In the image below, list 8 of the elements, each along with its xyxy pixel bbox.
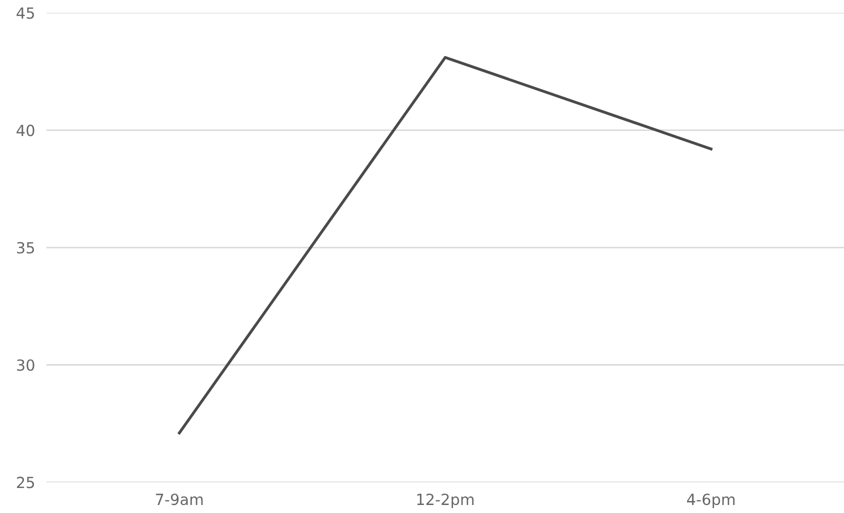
y-tick-label: 30 bbox=[17, 359, 34, 371]
x-tick-label: 7-9am bbox=[156, 494, 203, 506]
y-tick-label: 45 bbox=[16, 7, 34, 19]
y-tick-label: 40 bbox=[16, 124, 34, 136]
x-tick-label: 12-2pm bbox=[417, 494, 474, 508]
y-tick-label: 25 bbox=[16, 476, 34, 488]
x-tick-label: 4-6pm bbox=[687, 494, 735, 508]
y-tick-label: 35 bbox=[17, 242, 34, 254]
